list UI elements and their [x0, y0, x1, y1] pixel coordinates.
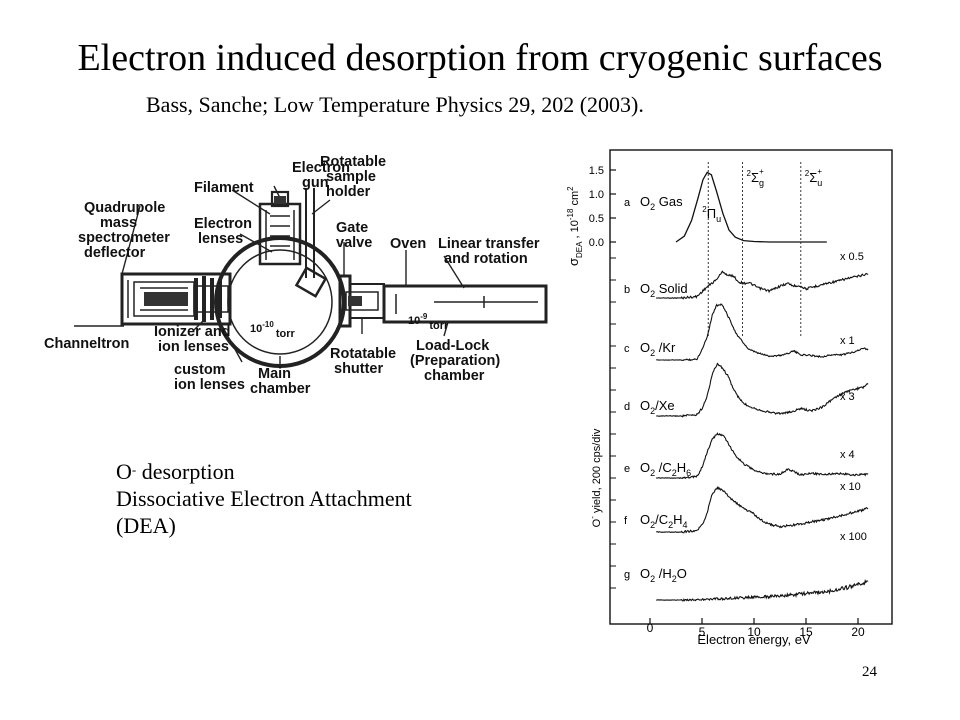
y-tick-label: 1.0	[589, 189, 604, 201]
state-label: 2Σu+	[805, 167, 823, 188]
label-load-lock: Load-Lock (Preparation) chamber	[410, 338, 504, 384]
y-tick-label: 0.5	[589, 213, 604, 225]
trace-c	[656, 303, 869, 362]
scale-factor-d: x 3	[840, 391, 855, 403]
series-label-c: O2 /Kr	[640, 340, 676, 358]
label-filament: Filament	[194, 180, 254, 196]
scale-factor-g: x 100	[840, 531, 867, 543]
series-label-f: O2/C2H4	[640, 512, 688, 530]
top-y-axis-label: σDEA , 10-18 cm2	[566, 186, 584, 266]
panel-letter-a: a	[624, 197, 631, 209]
y-tick-label: 1.5	[589, 165, 604, 177]
label-ionizer: Ionizer and ion lenses	[154, 324, 235, 355]
series-label-e: O2 /C2H6	[640, 460, 691, 478]
series-label-g: O2 /H2O	[640, 566, 687, 584]
scale-factor-f: x 10	[840, 481, 861, 493]
label-rotatable-shutter: Rotatable shutter	[330, 346, 400, 377]
label-main-chamber: Main chamber	[250, 366, 311, 397]
lower-y-axis-label: O- yield, 200 cps/div	[588, 428, 603, 527]
trace-f	[656, 486, 869, 534]
panel-letter-e: e	[624, 463, 630, 475]
slide-title: Electron induced desorption from cryogen…	[77, 37, 883, 79]
scale-factor-c: x 1	[840, 335, 855, 347]
x-tick-label: 20	[851, 625, 865, 639]
x-tick-label: 10	[747, 625, 761, 639]
label-pressure-load: 10-9torr	[408, 312, 449, 332]
plot-frame	[609, 149, 893, 625]
label-oven: Oven	[390, 236, 426, 252]
series-label-a: O2 Gas	[640, 194, 683, 212]
trace-g	[656, 578, 869, 602]
label-channeltron: Channeltron	[44, 336, 129, 352]
state-label: 2Πu	[702, 205, 721, 224]
label-linear-transfer: Linear transfer and rotation	[438, 236, 544, 267]
trace-d	[656, 362, 869, 418]
gas-curve	[675, 171, 827, 243]
trace-e	[655, 432, 869, 480]
x-tick-label: 15	[799, 625, 813, 639]
panel-letter-c: c	[624, 343, 630, 355]
label-rotatable-sample-holder: Rotatable sample holder	[320, 154, 390, 200]
state-label: 2Σg+	[747, 167, 765, 188]
label-custom-lenses: custom ion lenses	[174, 362, 245, 393]
apparatus-diagram: Electron gun Rotatable sample holder Fil…	[44, 154, 548, 397]
series-label-b: O2 Solid	[640, 281, 688, 299]
desorption-note: O- desorption Dissociative Electron Atta…	[116, 458, 412, 539]
page-number: 24	[862, 664, 877, 680]
panel-letter-b: b	[624, 284, 630, 296]
label-quadrupole: Quadrupole mass spectrometer deflector	[78, 200, 174, 261]
label-gate-valve: Gate valve	[336, 220, 372, 251]
x-axis-label: Electron energy, eV	[697, 632, 811, 647]
citation: Bass, Sanche; Low Temperature Physics 29…	[146, 92, 644, 117]
series-label-d: O2/Xe	[640, 398, 675, 416]
dea-spectra-chart: 1.5 1.0 0.5 0.0 σDEA , 10-18 cm2 2Πu 2Σg+ 2Σu+ O…	[566, 149, 893, 647]
y-tick-label: 0.0	[589, 237, 604, 249]
trace-b	[655, 270, 869, 300]
x-tick-label: 5	[699, 625, 706, 639]
label-pressure-main: 10-10torr	[250, 320, 295, 340]
panel-letter-f: f	[624, 515, 628, 527]
note-line-1: O- desorption	[116, 459, 235, 484]
note-line-2: Dissociative Electron Attachment	[116, 486, 412, 511]
label-electron-gun: Electron gun	[292, 160, 354, 191]
label-electron-lenses: Electron lenses	[194, 216, 256, 247]
panel-letter-g: g	[624, 569, 630, 581]
scale-factor-b: x 0.5	[840, 251, 864, 263]
note-line-3: (DEA)	[116, 513, 176, 538]
scale-factor-e: x 4	[840, 449, 855, 461]
x-tick-label: 0	[647, 621, 654, 635]
panel-letter-d: d	[624, 401, 630, 413]
